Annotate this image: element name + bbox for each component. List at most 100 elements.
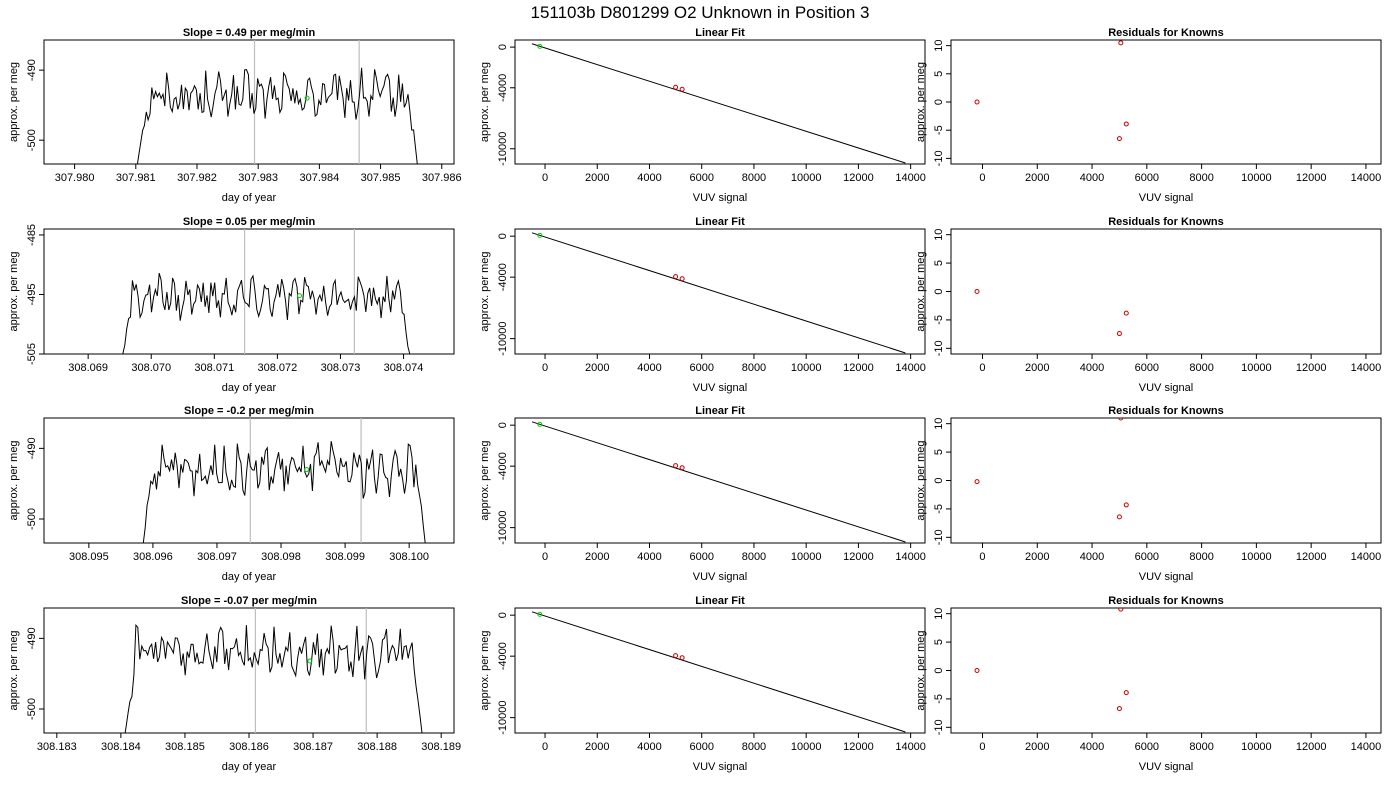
y-axis: 10 5 0 -5 -10 approx. per meg (915, 40, 951, 166)
x-tick-label: 10000 (1241, 362, 1272, 374)
x-tick-label: 308.187 (293, 741, 333, 753)
x-axis: 0 2000 4000 6000 8000 10000 12000 14000 VUV sign… (979, 164, 1381, 204)
y-tick-label: 0 (933, 99, 945, 105)
x-tick-label: 308.095 (69, 551, 109, 563)
y-axis: 0 -4000 -10000 approx. per meg (479, 612, 515, 735)
x-tick-label: 308.069 (68, 362, 108, 374)
plot-frame (43, 417, 455, 544)
plot-area (531, 421, 906, 543)
y-tick-label: 0 (933, 477, 945, 483)
y-axis-label: approx. per meg (8, 62, 20, 142)
x-axis: 308.095 308.096 308.097 308.098 308.099 308.1… (69, 543, 429, 583)
x-tick-label: 6000 (1135, 172, 1159, 184)
plot-frame (43, 607, 455, 734)
series-trace (142, 441, 426, 543)
x-tick-label: 12000 (843, 172, 874, 184)
residual-point (1116, 514, 1122, 520)
plot-area (122, 229, 411, 354)
panel-title: Slope = -0.2 per meg/min (184, 405, 314, 417)
panel-title: Residuals for Knowns (1108, 595, 1224, 607)
plot-area (142, 418, 426, 543)
x-tick-label: 12000 (1296, 741, 1327, 753)
y-tick-label: 10 (933, 608, 945, 620)
y-tick-label: 10 (933, 418, 945, 430)
x-tick-label: 308.188 (357, 741, 397, 753)
y-axis: 0 -4000 -10000 approx. per meg (479, 233, 515, 356)
x-tick-label: 2000 (585, 741, 609, 753)
x-axis-label: VUV signal (693, 382, 747, 394)
x-tick-label: 2000 (585, 551, 609, 563)
panel-time-series-row-3: Slope = -0.2 per meg/min 308.095 308.096 30… (8, 405, 455, 583)
x-tick-label: 8000 (1189, 551, 1213, 563)
x-axis-label: VUV signal (693, 571, 747, 583)
plot-area (531, 611, 906, 733)
plot-frame (43, 39, 455, 165)
x-tick-label: 2000 (1025, 172, 1049, 184)
x-tick-label: 308.071 (194, 362, 234, 374)
y-axis-label: approx. per meg (479, 251, 491, 331)
x-tick-label: 2000 (585, 172, 609, 184)
x-axis-label: day of year (222, 571, 277, 583)
residual-point (974, 479, 980, 485)
y-axis-label: approx. per meg (8, 251, 20, 331)
mean-point (296, 293, 302, 299)
x-tick-label: 308.184 (101, 741, 141, 753)
y-axis: -490 -500 approx. per meg (8, 59, 44, 151)
y-tick-label: -490 (26, 59, 38, 81)
x-tick-label: 308.189 (421, 741, 461, 753)
panel-title: Linear Fit (695, 216, 745, 228)
page-title: 151103b D801299 O2 Unknown in Position 3 (531, 3, 870, 22)
x-tick-label: 14000 (895, 741, 926, 753)
x-tick-label: 308.100 (389, 551, 429, 563)
x-axis: 0 2000 4000 6000 8000 10000 12000 14000 VUV sign… (542, 164, 926, 204)
y-tick-label: -500 (26, 508, 38, 530)
x-axis: 0 2000 4000 6000 8000 10000 12000 14000 VUV sign… (542, 543, 926, 583)
y-tick-label: -490 (26, 437, 38, 459)
x-tick-label: 14000 (895, 172, 926, 184)
plot-area (531, 43, 906, 164)
x-axis-label: VUV signal (1139, 571, 1193, 583)
plot-frame (514, 607, 926, 734)
plot-area (974, 608, 1129, 712)
residual-point (1116, 331, 1122, 337)
y-tick-label: -10 (933, 529, 945, 545)
x-tick-label: 10000 (791, 741, 822, 753)
y-tick-label: -10000 (497, 510, 509, 544)
x-tick-label: 308.070 (131, 362, 171, 374)
plot-frame (514, 228, 926, 355)
y-tick-label: -4000 (497, 452, 509, 480)
y-axis: 10 5 0 -5 -10 approx. per meg (915, 608, 951, 735)
x-tick-label: 0 (979, 362, 985, 374)
plot-frame (950, 39, 1382, 165)
panel-title: Slope = 0.05 per meg/min (183, 216, 316, 228)
y-tick-label: 5 (933, 639, 945, 645)
plot-frame (950, 417, 1382, 544)
y-tick-label: -10000 (497, 700, 509, 734)
plot-frame (950, 607, 1382, 734)
y-axis-label: approx. per meg (479, 62, 491, 142)
x-axis-label: day of year (222, 192, 277, 204)
mean-point (307, 658, 313, 664)
x-tick-label: 12000 (1296, 551, 1327, 563)
x-axis-label: day of year (222, 382, 277, 394)
x-axis: 0 2000 4000 6000 8000 10000 12000 14000 VUV sign… (979, 733, 1381, 773)
y-tick-label: -10000 (497, 132, 509, 166)
residual-point (974, 289, 980, 294)
x-tick-label: 308.096 (133, 551, 173, 563)
y-tick-label: 5 (933, 449, 945, 455)
unknown-point (537, 611, 543, 617)
x-tick-label: 307.983 (238, 172, 278, 184)
panel-time-series-row-2: Slope = 0.05 per meg/min 308.069 308.070 30… (8, 216, 455, 394)
x-tick-label: 8000 (742, 551, 766, 563)
x-tick-label: 0 (542, 172, 548, 184)
x-tick-label: 4000 (1080, 741, 1104, 753)
residual-point (1118, 418, 1124, 421)
x-tick-label: 4000 (637, 362, 661, 374)
y-tick-label: -10000 (497, 321, 509, 355)
x-tick-label: 12000 (843, 551, 874, 563)
known-point (679, 655, 685, 661)
